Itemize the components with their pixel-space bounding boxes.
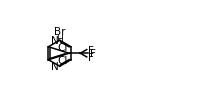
- Text: F: F: [90, 49, 96, 59]
- Text: F: F: [88, 52, 94, 62]
- Text: N: N: [51, 36, 59, 46]
- Text: Cl: Cl: [57, 42, 67, 52]
- Text: N: N: [51, 61, 59, 71]
- Text: F: F: [88, 45, 94, 55]
- Text: Br: Br: [54, 27, 65, 37]
- Text: Cl: Cl: [57, 55, 67, 65]
- Text: H: H: [56, 35, 63, 44]
